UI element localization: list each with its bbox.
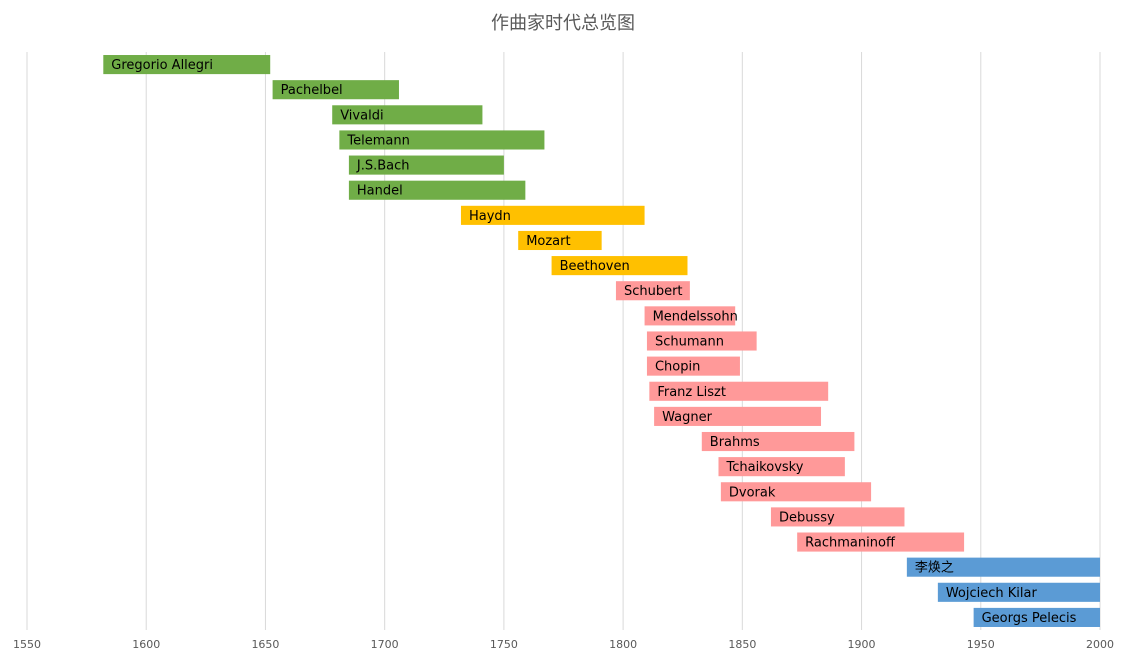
composer-bar bbox=[649, 381, 829, 401]
composer-bar bbox=[770, 507, 905, 527]
composer-bar bbox=[272, 80, 399, 100]
composer-bar bbox=[720, 482, 872, 502]
composer-label: Mozart bbox=[526, 234, 570, 249]
composer-bar bbox=[518, 230, 602, 251]
composer-label: Wagner bbox=[662, 410, 712, 425]
composer-label: Mendelssohn bbox=[653, 309, 738, 324]
composer-label: Schubert bbox=[624, 284, 683, 299]
composer-label: Brahms bbox=[710, 435, 760, 450]
composer-bar bbox=[973, 607, 1100, 627]
composer-bar bbox=[654, 406, 822, 426]
composer-bar-group: Schubert bbox=[615, 281, 690, 301]
x-tick-label: 1750 bbox=[490, 638, 518, 651]
composer-bar bbox=[937, 582, 1100, 602]
composer-label: Franz Liszt bbox=[657, 385, 726, 400]
composer-bar bbox=[348, 180, 526, 200]
composer-label: Georgs Pelecis bbox=[982, 611, 1077, 626]
composer-bar bbox=[103, 55, 271, 75]
composer-bar-group: Pachelbel bbox=[272, 80, 399, 100]
x-tick-label: 1950 bbox=[967, 638, 995, 651]
x-tick-label: 1800 bbox=[609, 638, 637, 651]
x-tick-label: 1550 bbox=[13, 638, 41, 651]
composer-bar bbox=[348, 155, 504, 175]
composer-label: Rachmaninoff bbox=[805, 536, 896, 551]
composer-bar-group: Rachmaninoff bbox=[797, 532, 965, 552]
composer-label: Wojciech Kilar bbox=[946, 586, 1038, 601]
x-tick-label: 1850 bbox=[728, 638, 756, 651]
composer-bar bbox=[551, 256, 688, 276]
composer-bar-group: Georgs Pelecis bbox=[973, 607, 1100, 627]
composer-label: Vivaldi bbox=[340, 108, 383, 123]
composer-label: Debussy bbox=[779, 510, 835, 525]
composer-label: 李焕之 bbox=[915, 561, 954, 576]
composer-bar-group: Gregorio Allegri bbox=[103, 55, 271, 75]
composer-label: Pachelbel bbox=[281, 83, 343, 98]
composer-bar-group: Wagner bbox=[654, 406, 822, 426]
x-axis-ticks: 1550 1600 1650 1700 1750 1800 1850 1900 1950 2000 bbox=[13, 638, 1114, 651]
composer-bar-group: J.S.Bach bbox=[348, 155, 504, 175]
x-tick-label: 1600 bbox=[132, 638, 160, 651]
composer-label: Handel bbox=[357, 184, 403, 199]
composer-label: Beethoven bbox=[560, 259, 630, 274]
composer-label: Gregorio Allegri bbox=[111, 58, 213, 73]
composer-label: Chopin bbox=[655, 360, 700, 375]
composer-label: Haydn bbox=[469, 209, 511, 224]
composer-bar bbox=[701, 431, 855, 452]
composer-bar-group: Wojciech Kilar bbox=[937, 582, 1100, 602]
x-tick-label: 2000 bbox=[1086, 638, 1114, 651]
composer-bar-group: Mendelssohn bbox=[644, 306, 738, 326]
composer-bar bbox=[460, 205, 645, 225]
composer-bar bbox=[339, 130, 545, 150]
composer-label: Tchaikovsky bbox=[725, 460, 803, 475]
composer-bar-group: Chopin bbox=[646, 356, 740, 376]
composer-label: J.S.Bach bbox=[356, 159, 410, 174]
composer-bar bbox=[332, 105, 483, 125]
composer-bar bbox=[906, 557, 1100, 577]
composer-bar bbox=[797, 532, 965, 552]
composer-bar bbox=[646, 356, 740, 376]
composer-bar-group: Brahms bbox=[701, 431, 855, 452]
composer-bar-group: Dvorak bbox=[720, 482, 872, 502]
x-tick-label: 1900 bbox=[848, 638, 876, 651]
composer-bar-group: Schumann bbox=[646, 331, 757, 351]
composer-bar-group: Telemann bbox=[339, 130, 545, 150]
chart-title: 作曲家时代总览图 bbox=[491, 13, 635, 34]
x-tick-label: 1650 bbox=[251, 638, 279, 651]
x-tick-label: 1700 bbox=[371, 638, 399, 651]
composer-bar-group: Debussy bbox=[770, 507, 905, 527]
composer-bar bbox=[646, 331, 757, 351]
composer-bar bbox=[718, 457, 845, 477]
composer-bar-group: Tchaikovsky bbox=[718, 457, 845, 477]
composer-bar-group: 李焕之 bbox=[906, 557, 1100, 577]
composer-label: Dvorak bbox=[729, 485, 776, 500]
composer-label: Schumann bbox=[655, 335, 724, 350]
bars: Gregorio Allegri Pachelbel Vivaldi Telemann… bbox=[103, 55, 1100, 627]
composer-bar bbox=[615, 281, 690, 301]
composer-bar-group: Franz Liszt bbox=[649, 381, 829, 401]
composer-bar-group: Mozart bbox=[518, 230, 602, 251]
composer-bar bbox=[644, 306, 736, 326]
composer-bar-group: Beethoven bbox=[551, 256, 688, 276]
composer-bar-group: Haydn bbox=[460, 205, 645, 225]
composer-label: Telemann bbox=[346, 133, 409, 148]
composer-bar-group: Handel bbox=[348, 180, 526, 200]
composer-bar-group: Vivaldi bbox=[332, 105, 483, 125]
